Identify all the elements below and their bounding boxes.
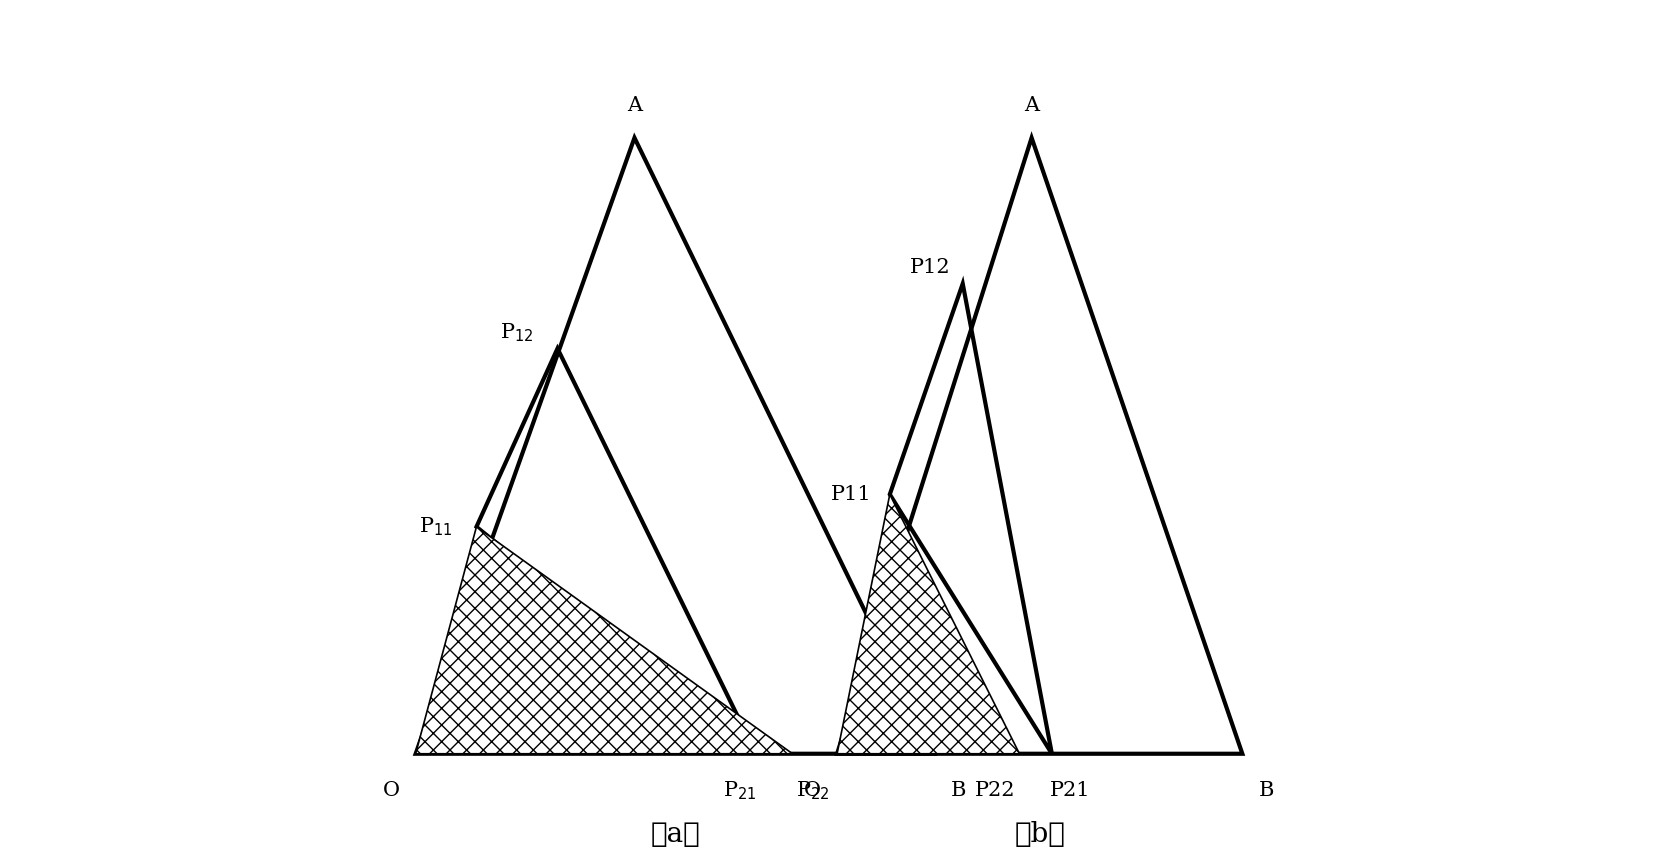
Text: （b）: （b）	[1014, 821, 1064, 848]
Text: A: A	[1024, 96, 1039, 115]
Text: P$_{22}$: P$_{22}$	[795, 779, 828, 802]
Text: P12: P12	[910, 258, 949, 277]
Polygon shape	[837, 494, 1019, 754]
Text: （a）: （a）	[650, 821, 699, 848]
Text: P21: P21	[1049, 780, 1089, 800]
Polygon shape	[416, 527, 792, 754]
Text: O: O	[804, 780, 820, 800]
Text: A: A	[626, 96, 641, 115]
Text: B: B	[1258, 780, 1274, 800]
Text: P$_{21}$: P$_{21}$	[722, 779, 756, 802]
Text: P$_{11}$: P$_{11}$	[419, 516, 452, 538]
Text: P11: P11	[830, 485, 870, 504]
Text: P$_{12}$: P$_{12}$	[500, 321, 534, 344]
Text: P22: P22	[974, 780, 1014, 800]
Text: O: O	[383, 780, 399, 800]
Text: B: B	[951, 780, 966, 800]
